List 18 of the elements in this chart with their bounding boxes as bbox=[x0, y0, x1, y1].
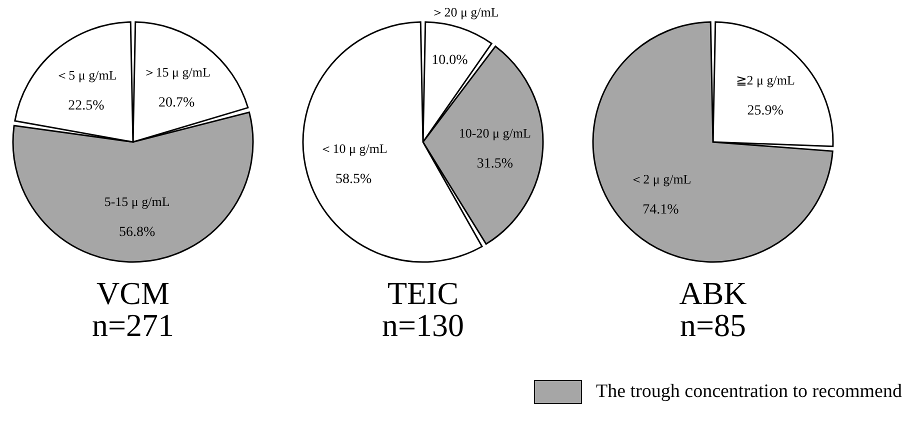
data-label: 74.1% bbox=[642, 202, 680, 218]
data-label: 56.8% bbox=[118, 224, 156, 240]
slice-label: ＞15 μ g/mL bbox=[142, 64, 210, 80]
data-label: 10.0% bbox=[432, 52, 468, 68]
data-label: 22.5% bbox=[68, 98, 105, 114]
slice-label: ＜10 μ g/mL bbox=[320, 141, 388, 156]
slice-label: 5-15 μ g/mL bbox=[104, 194, 170, 209]
text: The trough concentration to recommend bbox=[596, 381, 902, 403]
slice-label: ＜2 μ g/mL bbox=[630, 171, 692, 186]
pie-slice bbox=[592, 21, 834, 263]
slice-label: ＞20 μ g/mL bbox=[431, 4, 499, 20]
slice-label: ＜5 μ g/mL bbox=[56, 67, 117, 82]
slice-label: 10-20 μ g/mL bbox=[458, 125, 531, 140]
data-label: 25.9% bbox=[747, 104, 784, 119]
data-label: 58.5% bbox=[335, 172, 372, 187]
data-label: 31.5% bbox=[476, 156, 514, 172]
slice-label: ≧2 μ g/mL bbox=[736, 72, 795, 88]
data-label: 20.7% bbox=[158, 96, 196, 111]
